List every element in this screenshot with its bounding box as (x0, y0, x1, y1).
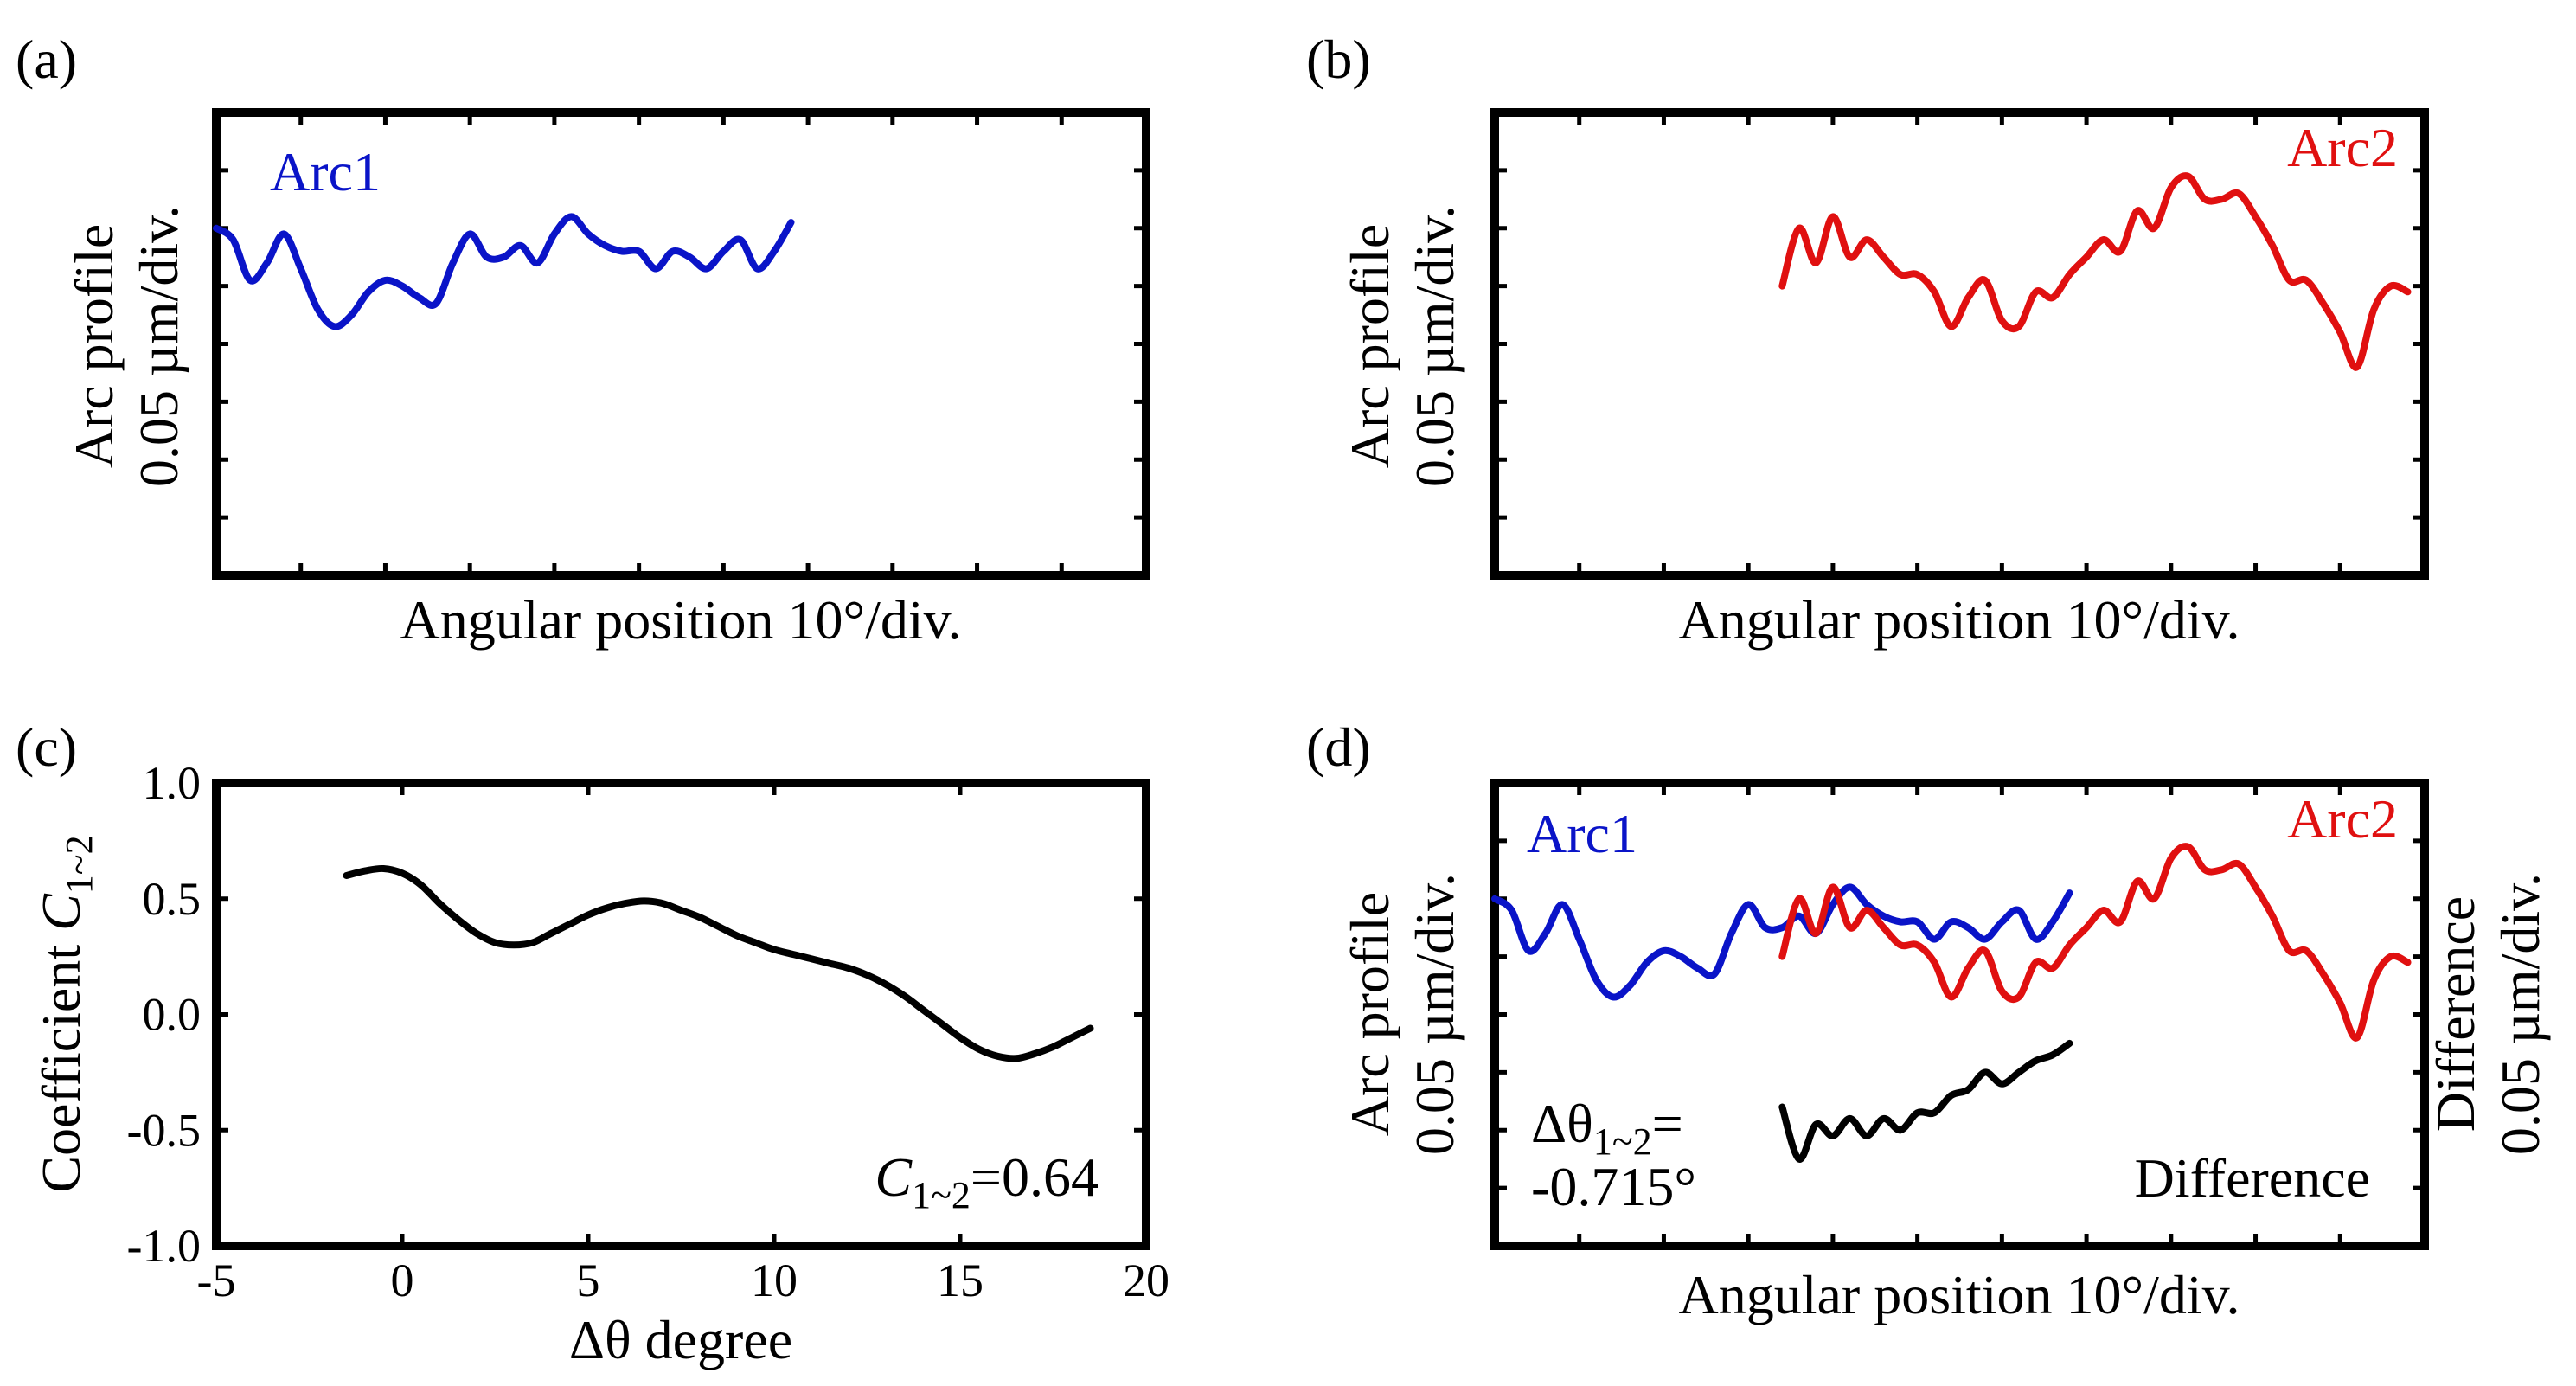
y-tick-label: 1.0 (143, 757, 202, 809)
x-tick-label: -5 (197, 1254, 236, 1306)
xlabel-d: Angular position 10°/div. (1679, 1264, 2240, 1325)
arc2-line-b (1778, 172, 2412, 371)
tick-marks-b (1495, 112, 2425, 575)
series-label-difference-d: Difference (2135, 1147, 2370, 1209)
y2label-d-line1: Difference (2425, 896, 2486, 1132)
tick-marks-d (1495, 783, 2425, 1246)
panel-label-b: (b) (1306, 29, 1371, 90)
plot-frame-b (1490, 108, 2429, 580)
coefficient-line-c (343, 864, 1094, 1062)
y-tick-label: -1.0 (127, 1220, 201, 1272)
panel-c: (c) -5 0 5 10 15 20 -1.0 -0.5 0.0 0.5 1.0 Coeffici… (16, 716, 1169, 1370)
tick-labels-c: -5 0 5 10 15 20 -1.0 -0.5 0.0 0.5 1.0 (127, 757, 1169, 1306)
arc1-line-a (213, 213, 795, 330)
series-label-arc1-d: Arc1 (1527, 803, 1637, 864)
xlabel-b: Angular position 10°/div. (1679, 589, 2240, 651)
y2label-d-line2: 0.05 µm/div. (2489, 873, 2551, 1155)
panel-label-a: (a) (16, 29, 77, 90)
ylabel-d-line2: 0.05 µm/div. (1404, 873, 1465, 1155)
tick-marks-c (214, 780, 1149, 1248)
panel-d: (d) Arc profile 0.05 µm/div. Difference … (1306, 716, 2551, 1325)
arc2-line-d (1778, 843, 2412, 1042)
ylabel-a-line2: 0.05 µm/div. (128, 205, 189, 487)
panel-b: (b) Arc profile 0.05 µm/div. Angular pos… (1306, 29, 2429, 651)
shift-annotation-d-line2: -0.715° (1531, 1156, 1696, 1217)
series-label-arc2-d: Arc2 (2287, 788, 2398, 850)
panel-label-c: (c) (16, 716, 77, 778)
x-tick-label: 20 (1123, 1254, 1169, 1306)
panel-a: (a) Arc profile 0.05 µm/div. Angular pos… (16, 29, 1150, 651)
ylabel-a-line1: Arc profile (63, 224, 125, 469)
ylabel-d-line1: Arc profile (1339, 892, 1400, 1137)
x-tick-label: 5 (577, 1254, 600, 1306)
xlabel-a: Angular position 10°/div. (400, 589, 962, 651)
ylabel-c: Coefficient C1~2 (30, 835, 100, 1192)
panel-label-d: (d) (1306, 716, 1371, 778)
x-tick-label: 10 (751, 1254, 798, 1306)
series-label-arc1-a: Arc1 (270, 141, 381, 202)
x-tick-label: 0 (391, 1254, 414, 1306)
x-tick-label: 15 (937, 1254, 984, 1306)
shift-annotation-d-line1: Δθ1~2= (1531, 1093, 1683, 1163)
y-tick-label: 0.0 (143, 989, 202, 1041)
ylabel-b-line2: 0.05 µm/div. (1404, 205, 1465, 487)
annotation-c: C1~2=0.64 (875, 1146, 1099, 1216)
y-tick-label: 0.5 (143, 873, 202, 925)
ylabel-b-line1: Arc profile (1339, 224, 1400, 469)
difference-line-d (1778, 1039, 2073, 1163)
xlabel-c: Δθ degree (569, 1309, 792, 1370)
arc1-line-d (1491, 883, 2073, 1001)
series-label-arc2-b: Arc2 (2287, 117, 2398, 178)
tick-marks-a (216, 112, 1146, 575)
y-tick-label: -0.5 (127, 1104, 201, 1156)
